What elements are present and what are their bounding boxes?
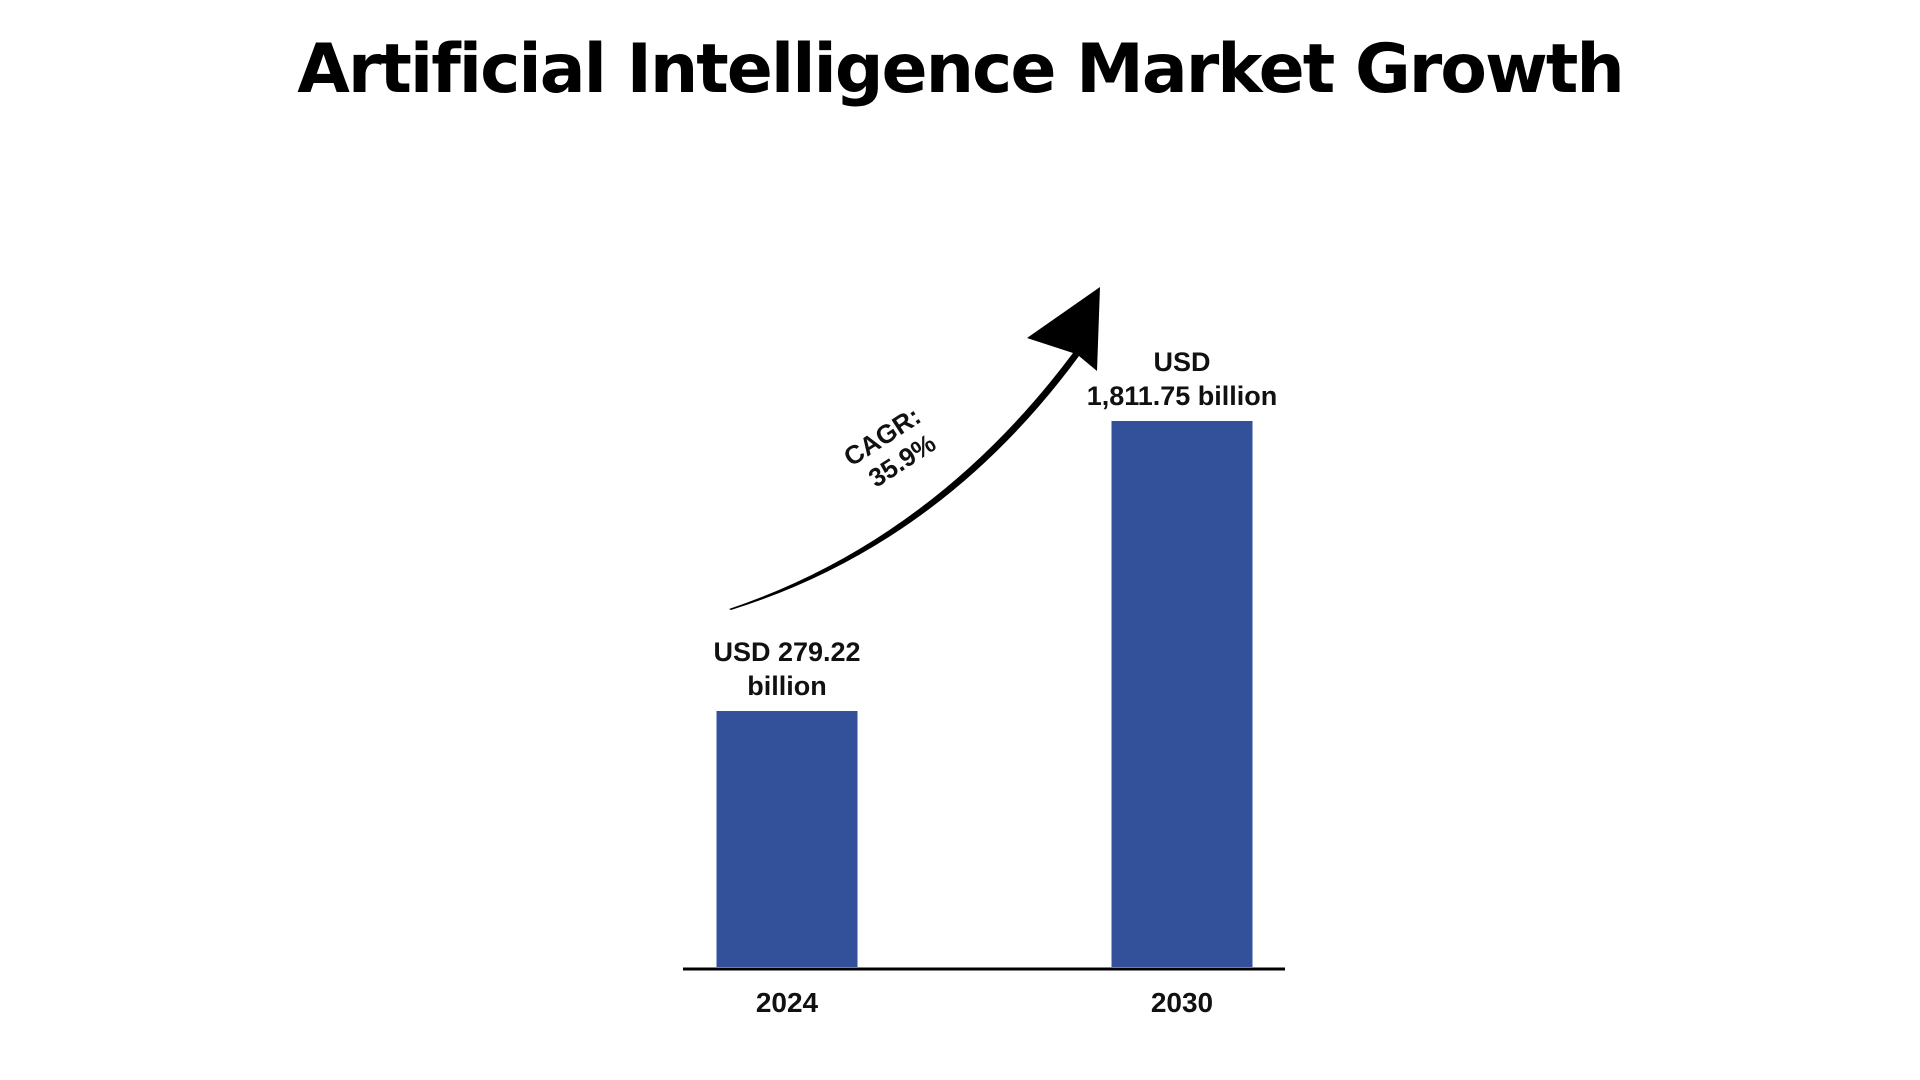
data-label-2030: USD 1,811.75 billion bbox=[1087, 347, 1278, 411]
bar-2024 bbox=[716, 711, 858, 967]
data-label-line: USD bbox=[1153, 347, 1210, 377]
growth-arrow-icon bbox=[729, 287, 1100, 610]
x-tick-label-2030: 2030 bbox=[1151, 987, 1213, 1018]
data-label-line: 1,811.75 billion bbox=[1087, 381, 1278, 411]
page-title: Artificial Intelligence Market Growth bbox=[297, 30, 1625, 109]
data-label-line: billion bbox=[747, 671, 826, 701]
x-tick-label-2024: 2024 bbox=[756, 987, 819, 1018]
cagr-annotation: CAGR: 35.9% bbox=[838, 397, 949, 499]
data-label-2024: USD 279.22 billion bbox=[713, 637, 860, 701]
data-label-line: USD 279.22 bbox=[713, 637, 860, 667]
bars-layer bbox=[716, 421, 1253, 967]
bar-2030 bbox=[1111, 421, 1253, 967]
labels-layer: USD 279.22 billion 2024 USD 1,811.75 billion… bbox=[713, 347, 1277, 1018]
